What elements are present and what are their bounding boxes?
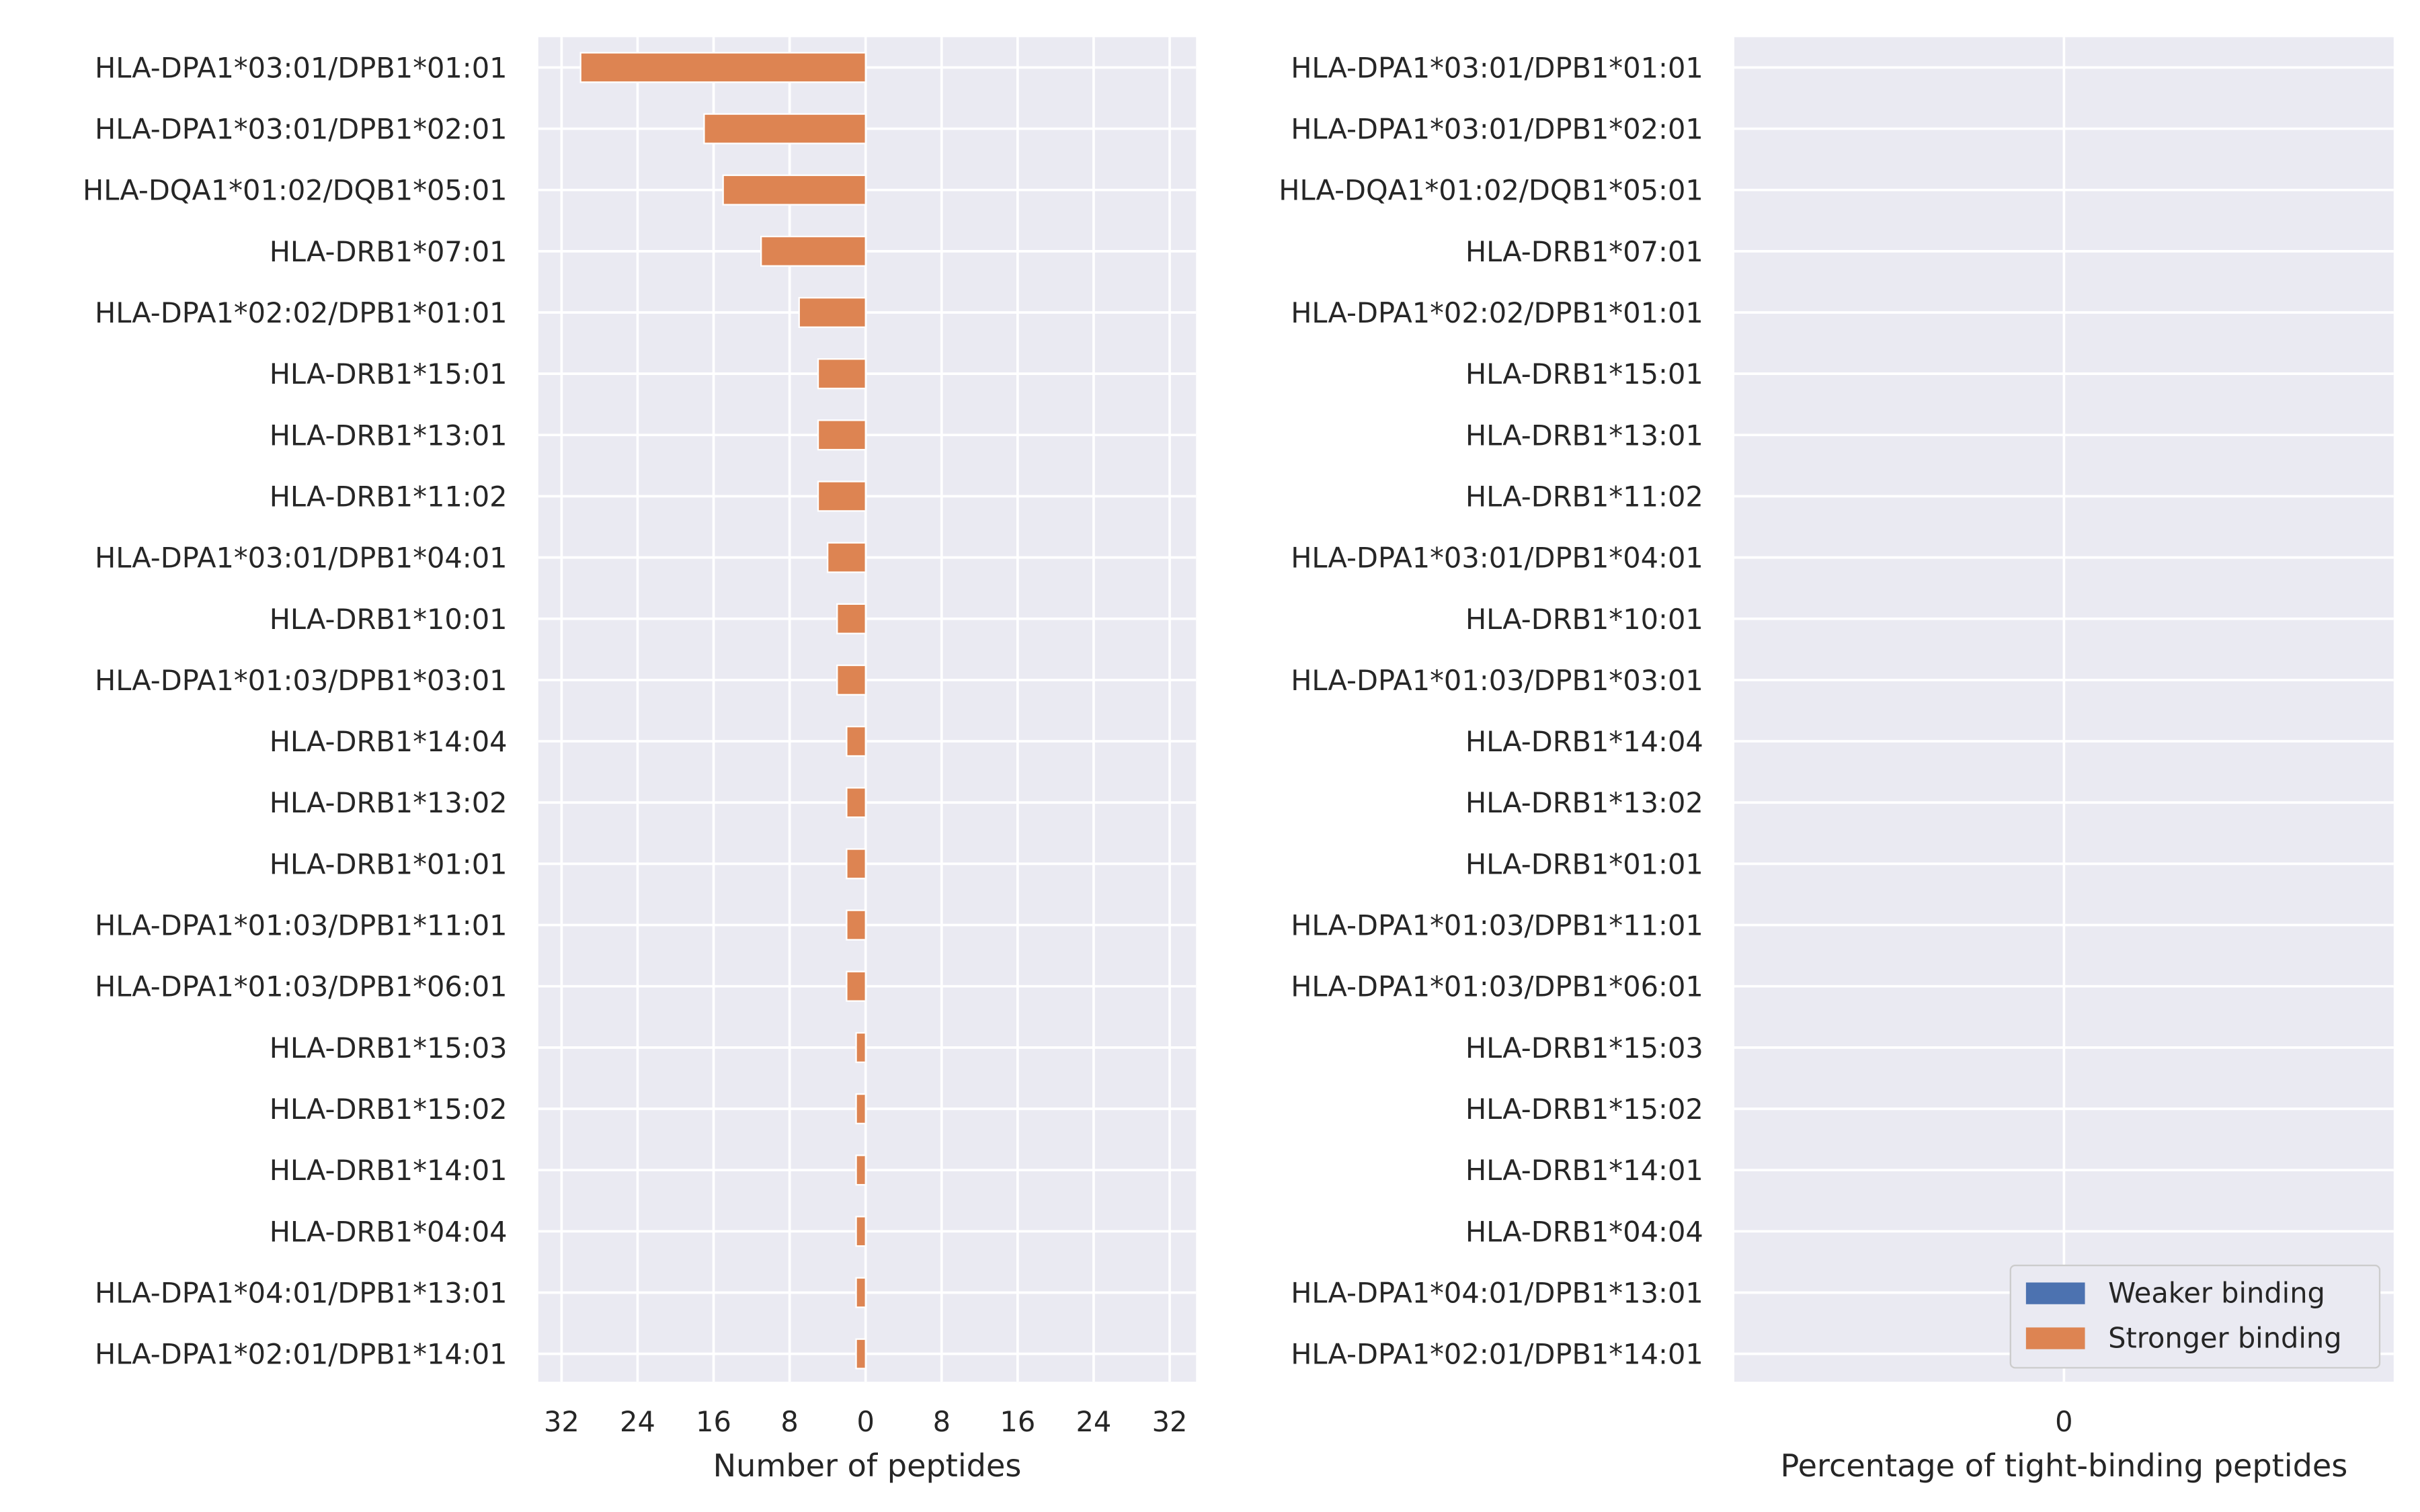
- y-tick-label: HLA-DRB1*13:02: [270, 786, 508, 819]
- bar-stronger-binding: [846, 848, 866, 880]
- y-tick-label: HLA-DPA1*02:01/DPB1*14:01: [1291, 1338, 1703, 1371]
- y-tick-label: HLA-DRB1*01:01: [270, 847, 508, 880]
- bar-stronger-binding: [855, 1216, 866, 1247]
- y-tick-label: HLA-DRB1*15:01: [270, 358, 508, 390]
- y-tick-label: HLA-DPA1*02:01/DPB1*14:01: [95, 1338, 508, 1371]
- y-tick-label: HLA-DPA1*04:01/DPB1*13:01: [1291, 1276, 1703, 1309]
- y-tick-label: HLA-DPA1*01:03/DPB1*03:01: [1291, 664, 1703, 697]
- x-tick-label: 16: [696, 1405, 731, 1438]
- percentage-panel: 0 HLA-DPA1*03:01/DPB1*01:01 HLA-DPA1*03:01…: [1279, 37, 2394, 1484]
- y-tick-label: HLA-DPA1*01:03/DPB1*06:01: [95, 970, 508, 1003]
- x-axis-label: Number of peptides: [713, 1447, 1022, 1484]
- x-tick-label: 24: [620, 1405, 655, 1438]
- y-tick-label: HLA-DRB1*13:02: [1465, 786, 1703, 819]
- y-tick-label: HLA-DQA1*01:02/DQB1*05:01: [1279, 174, 1703, 207]
- bar-stronger-binding: [798, 296, 866, 329]
- y-tick-label: HLA-DPA1*03:01/DPB1*04:01: [1291, 542, 1703, 575]
- bar-stronger-binding: [579, 52, 866, 83]
- y-tick-label: HLA-DRB1*14:01: [270, 1154, 508, 1187]
- bar-stronger-binding: [855, 1093, 866, 1125]
- y-tick-label: HLA-DPA1*03:01/DPB1*01:01: [95, 51, 508, 84]
- y-tick-label: HLA-DRB1*15:02: [1465, 1093, 1703, 1126]
- x-tick-label: 32: [544, 1405, 579, 1438]
- y-tick-label: HLA-DRB1*15:02: [270, 1093, 508, 1126]
- y-tick-label: HLA-DRB1*13:01: [270, 419, 508, 452]
- bar-stronger-binding: [855, 1277, 866, 1308]
- peptide-count-panel: 32 24 16 8 0 8 16 24 32 HLA-DPA1*03:01/DPB1*01:01…: [83, 37, 1197, 1484]
- bar-stronger-binding: [855, 1032, 866, 1063]
- y-tick-label: HLA-DRB1*13:01: [1465, 419, 1703, 452]
- y-tick-label: HLA-DRB1*04:04: [1465, 1215, 1703, 1248]
- legend-box: [2009, 1264, 2381, 1369]
- bar-stronger-binding: [836, 664, 866, 696]
- bar-stronger-binding: [846, 970, 866, 1002]
- y-tick-label: HLA-DRB1*10:01: [270, 603, 508, 636]
- legend-swatch-weaker-binding: [2025, 1282, 2085, 1304]
- y-tick-label: HLA-DRB1*07:01: [1465, 235, 1703, 268]
- y-tick-label: HLA-DPA1*01:03/DPB1*03:01: [95, 664, 508, 697]
- y-tick-label: HLA-DRB1*15:03: [270, 1032, 508, 1064]
- y-tick-label: HLA-DRB1*14:04: [270, 725, 508, 758]
- x-tick-label: 16: [1000, 1405, 1035, 1438]
- bar-stronger-binding: [703, 113, 866, 144]
- y-tick-label: HLA-DRB1*04:04: [270, 1215, 508, 1248]
- y-tick-label: HLA-DPA1*02:02/DPB1*01:01: [1291, 296, 1703, 329]
- y-tick-label: HLA-DPA1*03:01/DPB1*02:01: [95, 113, 508, 146]
- bar-stronger-binding: [760, 235, 866, 267]
- legend-swatch-stronger-binding: [2025, 1327, 2085, 1349]
- bar-stronger-binding: [817, 480, 866, 512]
- x-tick-label: 24: [1076, 1405, 1112, 1438]
- y-tick-label: HLA-DPA1*03:01/DPB1*04:01: [95, 542, 508, 575]
- y-tick-label: HLA-DRB1*01:01: [1465, 847, 1703, 880]
- y-tick-label: HLA-DRB1*10:01: [1465, 603, 1703, 636]
- bar-stronger-binding: [855, 1154, 866, 1186]
- x-tick-label: 8: [933, 1405, 951, 1438]
- y-tick-label: HLA-DRB1*15:03: [1465, 1032, 1703, 1064]
- legend-label: Stronger binding: [2108, 1321, 2341, 1354]
- plot-area: [538, 37, 1197, 1382]
- legend-label: Weaker binding: [2108, 1276, 2325, 1309]
- y-tick-label: HLA-DQA1*01:02/DQB1*05:01: [83, 174, 508, 207]
- x-tick-label: 8: [780, 1405, 798, 1438]
- bar-stronger-binding: [846, 726, 866, 757]
- y-tick-label: HLA-DPA1*01:03/DPB1*06:01: [1291, 970, 1703, 1003]
- bar-stronger-binding: [817, 358, 866, 390]
- y-tick-label: HLA-DRB1*11:02: [1465, 480, 1703, 513]
- y-tick-label: HLA-DPA1*02:02/DPB1*01:01: [95, 296, 508, 329]
- bar-stronger-binding: [722, 174, 866, 206]
- y-tick-label: HLA-DPA1*03:01/DPB1*02:01: [1291, 113, 1703, 146]
- bar-stronger-binding: [855, 1338, 866, 1370]
- x-axis-label: Percentage of tight-binding peptides: [1780, 1447, 2347, 1484]
- x-tick-label: 32: [1152, 1405, 1188, 1438]
- y-tick-label: HLA-DRB1*15:01: [1465, 358, 1703, 390]
- y-tick-label: HLA-DPA1*03:01/DPB1*01:01: [1291, 51, 1703, 84]
- bar-stronger-binding: [836, 603, 866, 634]
- y-tick-label: HLA-DPA1*01:03/DPB1*11:01: [1291, 909, 1703, 942]
- x-tick-label: 0: [2055, 1405, 2072, 1438]
- y-tick-label: HLA-DRB1*11:02: [270, 480, 508, 513]
- y-tick-label: HLA-DRB1*14:01: [1465, 1154, 1703, 1187]
- y-tick-label: HLA-DRB1*14:04: [1465, 725, 1703, 758]
- bar-stronger-binding: [846, 787, 866, 818]
- y-tick-label: HLA-DPA1*04:01/DPB1*13:01: [95, 1276, 508, 1309]
- x-tick-label: 0: [856, 1405, 874, 1438]
- y-tick-label: HLA-DRB1*07:01: [270, 235, 508, 268]
- y-tick-label: HLA-DPA1*01:03/DPB1*11:01: [95, 909, 508, 942]
- bar-stronger-binding: [827, 542, 866, 573]
- bar-stronger-binding: [846, 909, 866, 941]
- bar-stronger-binding: [817, 419, 866, 451]
